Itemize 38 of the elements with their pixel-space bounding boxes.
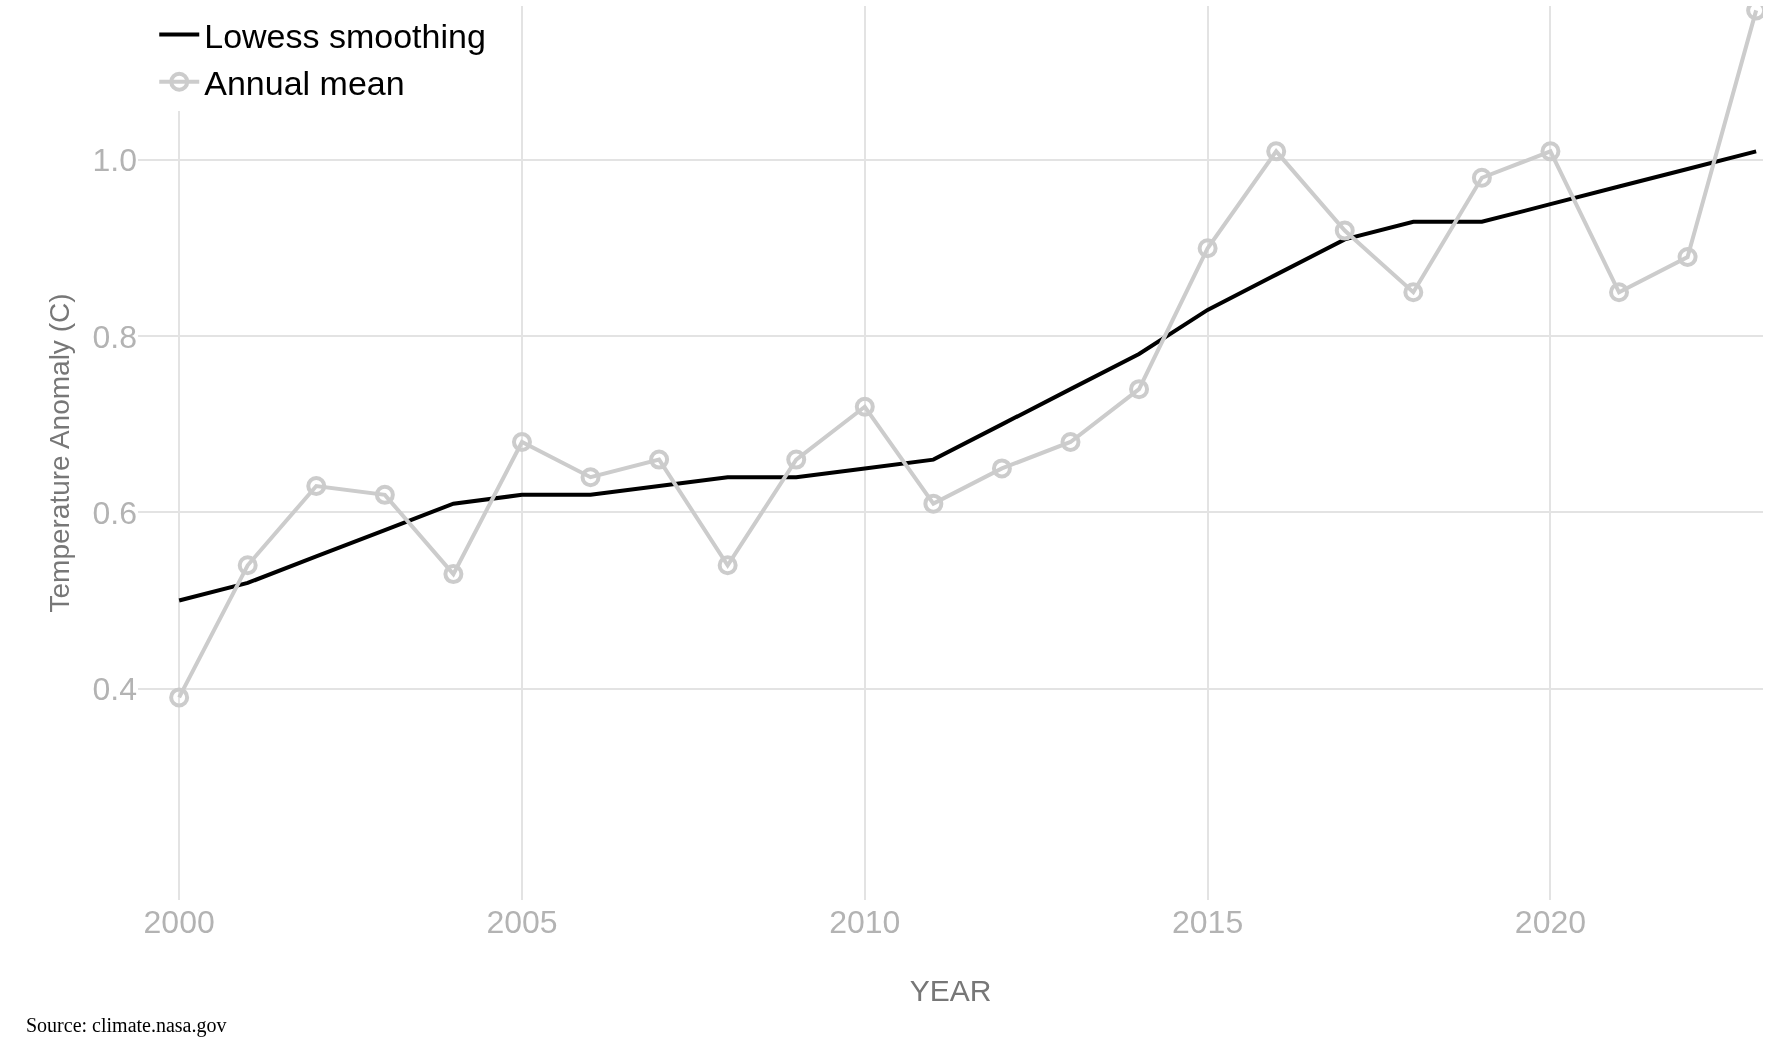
y-tick-label: 1.0 — [92, 142, 137, 179]
x-tick-label: 2015 — [1172, 904, 1244, 940]
legend-label: Lowess smoothing — [204, 16, 486, 55]
point — [991, 458, 1012, 479]
point — [169, 687, 190, 708]
line-series — [177, 149, 1759, 603]
point — [237, 555, 258, 576]
y-tick-label: 0.4 — [92, 670, 137, 707]
point — [443, 564, 464, 585]
point — [1403, 282, 1424, 303]
x-axis-title: YEAR — [909, 973, 992, 1007]
point — [854, 396, 875, 417]
x-tick-label: 2020 — [1514, 904, 1587, 940]
point — [1197, 238, 1218, 259]
y-tick-label: 0.8 — [92, 318, 137, 355]
point — [1540, 141, 1561, 162]
point — [1471, 167, 1492, 188]
x-tick-label: 2005 — [486, 904, 558, 940]
point — [1060, 431, 1081, 452]
y-tick-label: 0.6 — [92, 494, 137, 531]
x-tick-label: 2010 — [829, 904, 901, 940]
point — [786, 449, 807, 470]
point — [511, 431, 532, 452]
legend-label: Annual mean — [204, 64, 405, 103]
point — [306, 476, 327, 497]
point — [923, 493, 944, 514]
point — [717, 555, 738, 576]
point — [649, 449, 670, 470]
point — [1609, 282, 1630, 303]
y-axis-title: Temperature Anomaly (C) — [44, 293, 76, 613]
point — [1129, 379, 1150, 400]
point — [1266, 141, 1287, 162]
point — [1677, 247, 1698, 268]
point — [374, 484, 395, 505]
source-note: Source: climate.nasa.gov — [26, 1014, 227, 1037]
point — [1334, 220, 1355, 241]
point — [580, 467, 601, 488]
x-tick-label: 2000 — [143, 904, 215, 940]
